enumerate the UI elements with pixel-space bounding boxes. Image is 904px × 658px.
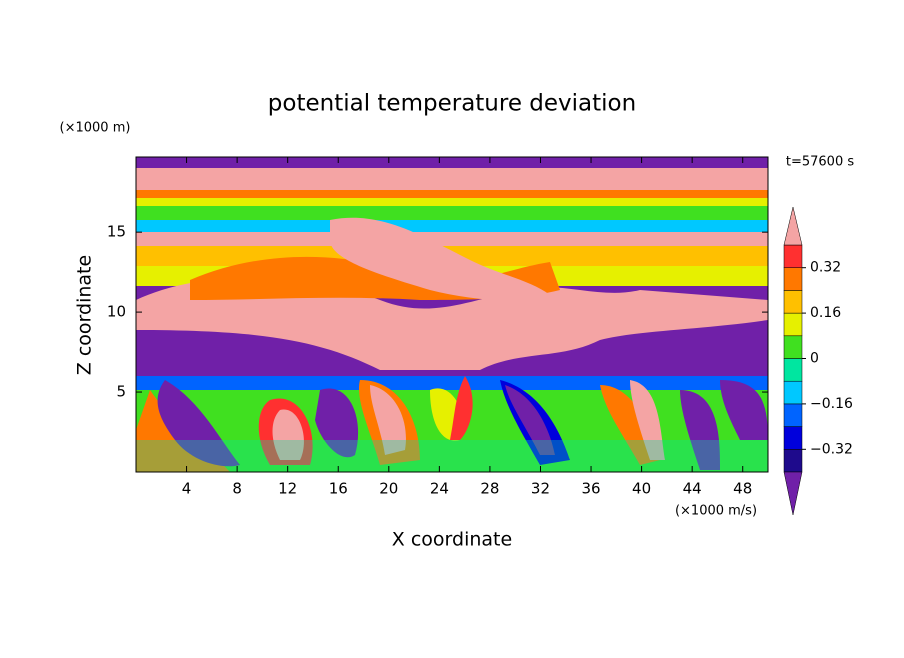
- x-tick-label: 24: [430, 480, 449, 498]
- colorbar-under: [783, 471, 803, 516]
- colorbar-band: [783, 380, 803, 405]
- colorbar-band: [783, 358, 803, 382]
- colorbar-label: 0.32: [810, 260, 841, 276]
- y-tick-label: 15: [107, 223, 126, 241]
- contour-field: [136, 157, 768, 472]
- y-axis-label: Z coordinate: [74, 255, 96, 375]
- x-tick-label: 16: [329, 480, 348, 498]
- colorbar-label: −0.16: [810, 396, 853, 412]
- x-tick-label: 12: [278, 480, 297, 498]
- colorbar-band: [783, 267, 803, 291]
- x-tick-label: 36: [581, 480, 600, 498]
- y-tick-label: 10: [107, 303, 126, 321]
- x-unit: (×1000 m/s): [675, 504, 757, 519]
- colorbar-band: [783, 335, 803, 359]
- colorbar-label: 0: [810, 351, 819, 367]
- colorbar-band: [783, 290, 803, 314]
- x-tick-label: 40: [632, 480, 651, 498]
- plot-frame: [135, 156, 769, 473]
- colorbar-band: [783, 312, 803, 337]
- annotation: t=57600 s: [786, 155, 854, 170]
- x-tick-label: 28: [480, 480, 499, 498]
- x-axis-label: X coordinate: [392, 529, 512, 551]
- colorbar-band: [783, 426, 803, 450]
- colorbar-label: 0.16: [810, 305, 841, 321]
- colorbar-over: [783, 206, 803, 246]
- colorbar-label: −0.32: [810, 441, 853, 457]
- colorbar-band: [783, 403, 803, 427]
- x-tick-label: 20: [379, 480, 398, 498]
- x-tick-label: 8: [232, 480, 242, 498]
- x-tick-label: 44: [683, 480, 702, 498]
- x-tick-label: 48: [733, 480, 752, 498]
- y-unit: (×1000 m): [60, 121, 131, 136]
- x-tick-label: 32: [531, 480, 550, 498]
- y-tick-label: 5: [116, 383, 126, 401]
- colorbar-band: [783, 449, 803, 473]
- x-tick-label: 4: [182, 480, 192, 498]
- chart-title: potential temperature deviation: [268, 91, 636, 117]
- colorbar-band: [783, 244, 803, 268]
